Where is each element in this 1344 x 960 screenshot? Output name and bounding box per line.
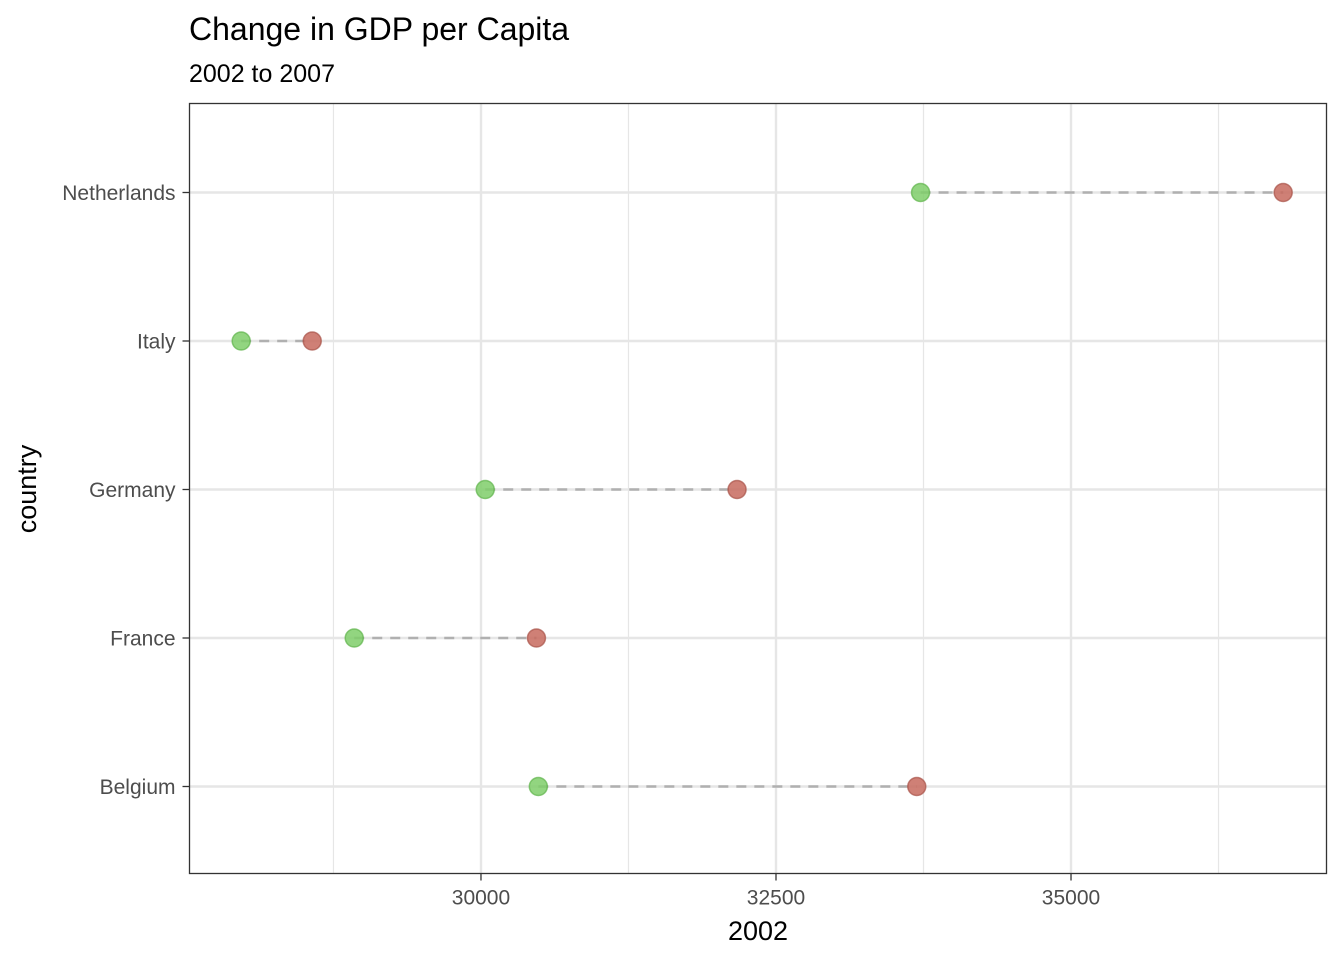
y-tick-label: Netherlands [62,182,175,205]
y-tick-label: Germany [89,479,176,502]
y-tick-label: Belgium [100,776,176,799]
start-point [528,776,549,797]
end-point [907,776,927,797]
change-segments [241,191,1284,788]
x-tick-label: 35000 [1042,887,1100,910]
start-point [910,182,931,203]
start-point [231,331,251,351]
end-point [1273,182,1293,203]
end-point [526,628,547,648]
data-points [231,182,1293,797]
start-point [344,628,364,648]
x-axis: 30000 32500 35000 [452,873,1100,910]
chart-subtitle: 2002 to 2007 [189,60,335,88]
grid-lines [189,103,1327,874]
y-axis-title: country [12,444,42,533]
end-point [727,479,747,500]
x-tick-label: 32500 [747,887,805,910]
x-tick-label: 30000 [452,887,510,910]
y-tick-label: Italy [137,331,176,354]
start-point [475,479,495,500]
y-axis: Belgium France Germany Italy Netherlands [62,182,190,799]
y-tick-label: France [110,628,175,651]
panel-border [188,102,1328,875]
end-point [302,331,322,351]
chart-title: Change in GDP per Capita [189,11,569,47]
x-axis-title: 2002 [728,916,788,946]
